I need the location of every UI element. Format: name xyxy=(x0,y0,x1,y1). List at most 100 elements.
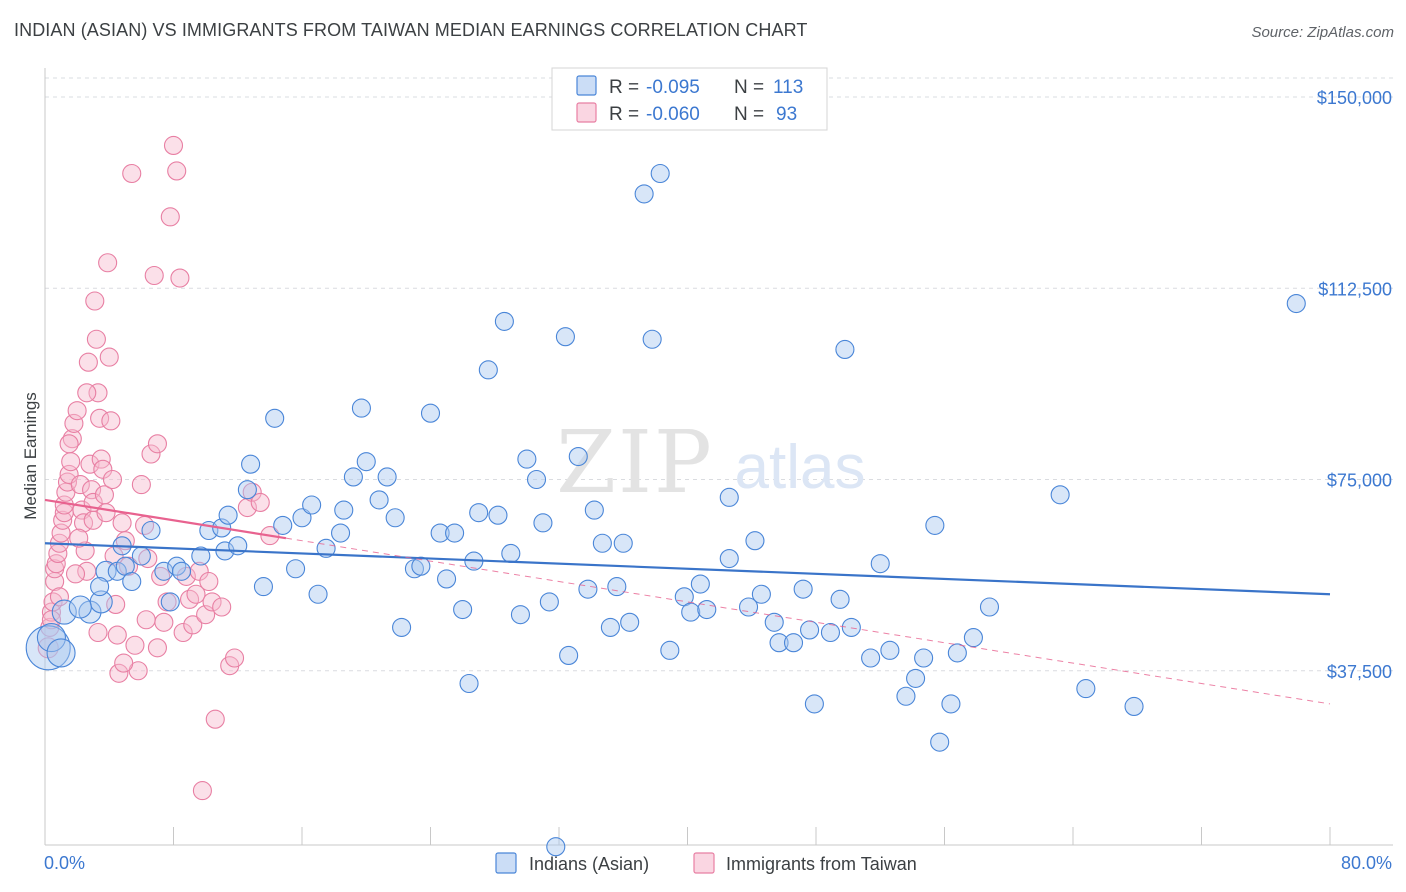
indians-point xyxy=(719,548,739,569)
taiwan-point xyxy=(80,454,100,474)
taiwan-point xyxy=(180,589,200,609)
taiwan-point xyxy=(144,265,164,286)
indians-point xyxy=(613,533,633,553)
indians-point xyxy=(835,339,855,360)
indians-point xyxy=(494,311,514,331)
indians-point xyxy=(914,648,934,668)
taiwan-point xyxy=(173,622,193,643)
taiwan-point xyxy=(147,638,167,658)
indians-point xyxy=(191,546,211,566)
indians-point xyxy=(592,533,612,553)
taiwan-point xyxy=(125,635,145,655)
indians-point xyxy=(941,694,961,714)
trend-line-taiwan-extrapolated xyxy=(285,537,1331,705)
taiwan-point xyxy=(96,503,116,523)
legend-n-label-blue: N = xyxy=(734,77,769,98)
indians-point xyxy=(334,500,354,520)
indians-point xyxy=(392,617,412,637)
indians-point xyxy=(95,560,117,582)
taiwan-point xyxy=(151,566,171,586)
indians-point xyxy=(510,605,531,625)
watermark-atlas: atlas xyxy=(735,433,866,502)
indians-point xyxy=(769,633,789,653)
svg-text:R = -0.060 N =: R = -0.060 N = 93 xyxy=(609,104,797,125)
taiwan-point xyxy=(202,592,222,612)
trend-line-indians xyxy=(44,542,1331,596)
legend-r-label-blue: R = xyxy=(609,77,644,98)
taiwan-point xyxy=(61,452,81,472)
taiwan-point xyxy=(122,163,142,184)
indians-point xyxy=(501,543,521,564)
axes xyxy=(44,68,1393,846)
indians-point xyxy=(377,467,397,487)
legend-swatch-pink xyxy=(576,102,597,123)
indians-point xyxy=(870,554,890,574)
indians-point xyxy=(469,503,489,523)
series-indians-points xyxy=(25,163,1306,857)
taiwan-point xyxy=(49,587,70,607)
y-tick-label: $37,500 xyxy=(1327,662,1392,682)
indians-point xyxy=(793,579,813,599)
taiwan-point xyxy=(154,612,174,632)
indians-point xyxy=(800,620,820,640)
indians-point xyxy=(356,452,376,472)
indians-point xyxy=(90,577,110,597)
taiwan-point xyxy=(70,475,90,495)
bottom-legend-label-indians: Indians (Asian) xyxy=(529,854,649,874)
source-credit: Source: ZipAtlas.com xyxy=(1251,24,1394,41)
taiwan-point xyxy=(53,510,73,530)
taiwan-point xyxy=(93,459,113,479)
indians-point xyxy=(1124,696,1144,717)
indians-point xyxy=(273,515,293,535)
indians-point xyxy=(578,579,598,599)
indians-point xyxy=(719,487,739,507)
taiwan-point xyxy=(46,554,66,574)
taiwan-point xyxy=(131,475,151,495)
taiwan-point xyxy=(212,597,232,617)
indians-point xyxy=(1050,485,1070,505)
indians-point xyxy=(539,592,559,612)
indians-point xyxy=(437,569,457,589)
indians-point xyxy=(546,837,566,857)
taiwan-point xyxy=(99,347,119,367)
taiwan-point xyxy=(112,513,132,533)
legend-n-value-pink: 93 xyxy=(776,104,797,125)
indians-point xyxy=(906,668,926,688)
trend-line-taiwan xyxy=(44,498,287,540)
indians-point xyxy=(751,584,771,604)
taiwan-point xyxy=(88,622,108,643)
legend-swatch-blue xyxy=(576,75,597,96)
taiwan-point xyxy=(186,584,206,604)
indians-point xyxy=(68,595,92,619)
indians-point xyxy=(286,559,306,579)
x-tick-label-min: 0.0% xyxy=(44,853,85,873)
indians-point xyxy=(343,467,363,487)
indians-point xyxy=(488,505,508,525)
indians-point xyxy=(830,589,850,609)
taiwan-point xyxy=(86,329,106,349)
indians-point xyxy=(584,500,604,520)
y-tick-label: $75,000 xyxy=(1327,471,1392,491)
x-tick-label-max: 80.0% xyxy=(1341,853,1392,873)
taiwan-point xyxy=(59,434,79,454)
taiwan-point xyxy=(136,610,156,630)
chart-title: INDIAN (ASIAN) VS IMMIGRANTS FROM TAIWAN… xyxy=(14,20,808,40)
indians-point xyxy=(1076,679,1096,699)
indians-point xyxy=(292,508,312,528)
indians-point xyxy=(131,546,151,566)
indians-point xyxy=(517,449,537,469)
taiwan-point xyxy=(250,492,270,513)
indians-point xyxy=(122,571,142,592)
y-tick-label: $112,500 xyxy=(1318,279,1392,299)
taiwan-point xyxy=(141,444,161,464)
taiwan-point xyxy=(90,408,110,428)
indians-point xyxy=(607,577,627,597)
taiwan-point xyxy=(102,469,123,490)
taiwan-point xyxy=(109,663,129,683)
legend-r-value-blue: -0.095 xyxy=(646,77,700,98)
taiwan-point xyxy=(98,253,118,273)
indians-point xyxy=(351,398,371,418)
indians-point xyxy=(445,523,465,543)
taiwan-point xyxy=(183,615,203,635)
